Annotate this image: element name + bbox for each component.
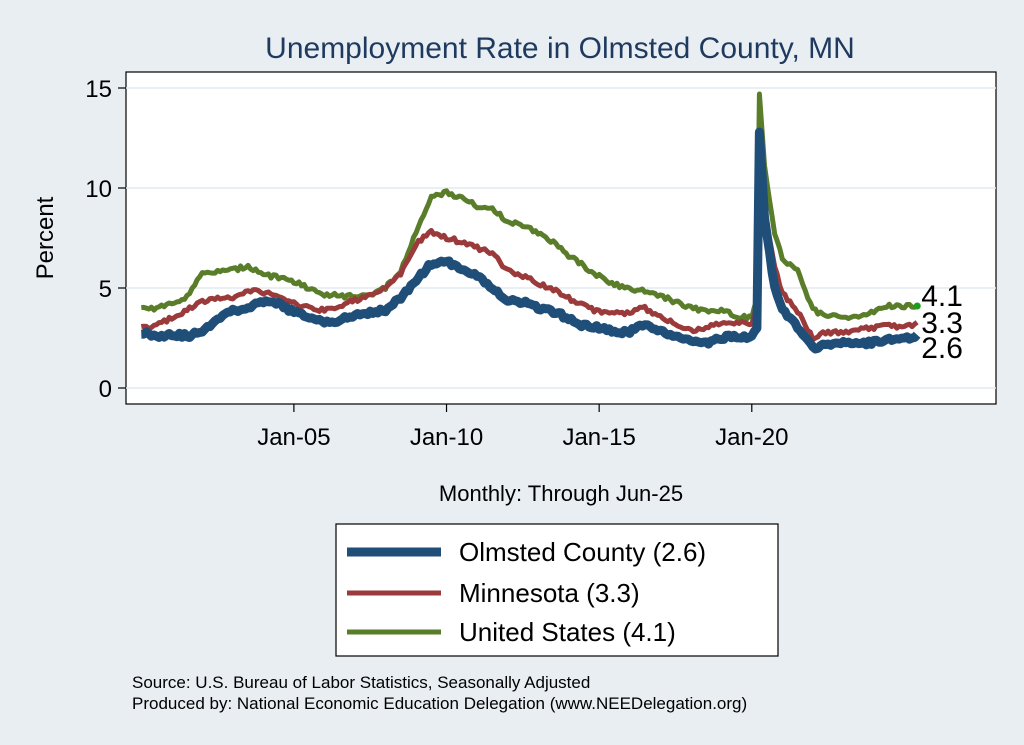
series-line-0: [139, 127, 921, 354]
grid-lines: [126, 87, 996, 389]
x-tick-label: Jan-10: [410, 424, 483, 451]
y-tick-label: 0: [99, 376, 112, 403]
axes: 0 5 10 15 Jan-05 Jan-10 Jan-15 Jan-20: [85, 76, 788, 451]
series-line-1: [140, 165, 919, 342]
end-marker: [913, 302, 921, 310]
series-lines: [139, 91, 921, 354]
series-line-2: [141, 91, 919, 322]
y-tick-label: 5: [99, 276, 112, 303]
legend-label-united-states: United States (4.1): [459, 617, 676, 647]
x-tick-label: Jan-20: [715, 424, 788, 451]
legend-label-minnesota: Minnesota (3.3): [459, 578, 640, 608]
chart-title: Unemployment Rate in Olmsted County, MN: [265, 32, 855, 65]
y-tick-label: 10: [85, 176, 112, 203]
y-axis-title: Percent: [32, 196, 59, 279]
x-tick-label: Jan-15: [562, 424, 635, 451]
end-label-1: 3.3: [921, 307, 963, 340]
y-tick-label: 15: [85, 76, 112, 103]
legend-label-olmsted: Olmsted County (2.6): [459, 537, 706, 567]
plot-area: [125, 71, 997, 405]
end-label-2: 4.1: [921, 280, 963, 313]
producer-line: Produced by: National Economic Education…: [132, 694, 747, 713]
end-labels: 2.63.34.1: [913, 280, 963, 365]
end-label-0: 2.6: [921, 332, 963, 365]
x-tick-label: Jan-05: [257, 424, 330, 451]
x-axis-note: Monthly: Through Jun-25: [439, 481, 683, 506]
legend: Olmsted County (2.6) Minnesota (3.3) Uni…: [335, 523, 779, 657]
source-line: Source: U.S. Bureau of Labor Statistics,…: [132, 673, 590, 692]
